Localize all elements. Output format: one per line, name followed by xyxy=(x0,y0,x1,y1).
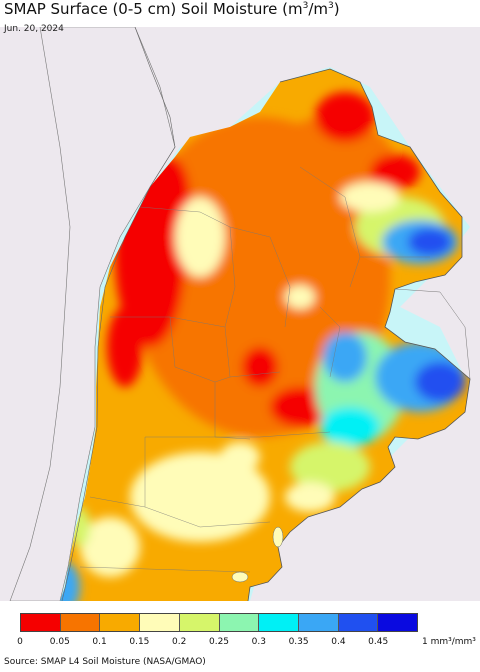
legend-tick-label: 0 xyxy=(17,637,23,647)
source-credit: Source: SMAP L4 Soil Moisture (NASA/GMAO… xyxy=(4,657,206,667)
legend-tick-label: 0.05 xyxy=(49,637,70,647)
legend-tick-label: 0.25 xyxy=(208,637,230,647)
legend-swatch xyxy=(179,614,220,631)
map-date: Jun. 20, 2024 xyxy=(4,24,64,34)
legend-swatch xyxy=(298,614,339,631)
map-title: SMAP Surface (0-5 cm) Soil Moisture (m3/… xyxy=(4,0,340,18)
legend-tick-label: 0.1 xyxy=(92,637,107,647)
island xyxy=(272,526,284,548)
island xyxy=(231,571,249,583)
legend-tick-label: 0.4 xyxy=(331,637,346,647)
legend-tick-label: 0.45 xyxy=(368,637,389,647)
legend-swatch xyxy=(338,614,379,631)
legend-unit: 1 mm³/mm³ xyxy=(422,637,476,647)
legend-swatch xyxy=(259,614,299,631)
legend-tick-label: 0.15 xyxy=(129,637,150,647)
legend-swatch xyxy=(21,614,61,631)
legend-tick-label: 0.35 xyxy=(288,637,309,647)
legend-swatch xyxy=(378,614,418,631)
soil-moisture-map xyxy=(0,27,480,601)
province-borders xyxy=(79,166,430,573)
legend-swatch xyxy=(100,614,141,631)
legend-swatch xyxy=(219,614,260,631)
legend-swatch xyxy=(140,614,180,631)
uruguay-border xyxy=(394,288,471,380)
legend-tick-label: 0.3 xyxy=(251,637,266,647)
legend-colorbar xyxy=(20,613,418,632)
legend-swatch xyxy=(60,614,101,631)
andes-border xyxy=(61,27,176,601)
legend-tick-label: 0.2 xyxy=(172,637,187,647)
